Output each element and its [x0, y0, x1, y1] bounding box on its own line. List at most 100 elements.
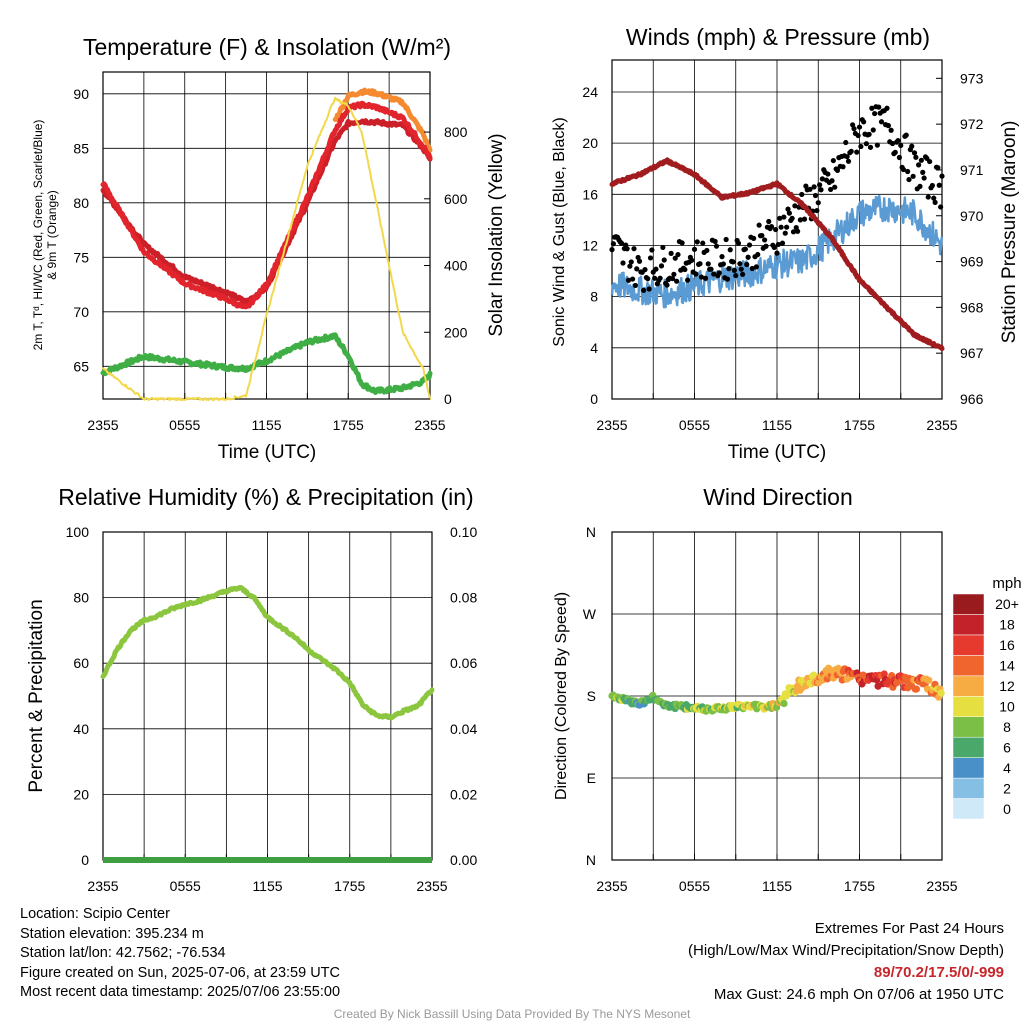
- gust-point: [829, 178, 835, 184]
- gust-point: [906, 176, 912, 183]
- colorbar-swatch-1: [952, 777, 985, 799]
- gust-point: [749, 265, 755, 272]
- rh-y2tick-5: 0.10: [450, 524, 477, 540]
- gust-point: [885, 123, 891, 129]
- dir-ytick-1: E: [587, 770, 596, 786]
- temperature-panel: Temperature (F) & Insolation (W/m²) 65 70…: [31, 34, 507, 463]
- colorbar-label-4: 8: [1003, 719, 1011, 735]
- gust-point: [738, 266, 744, 272]
- colorbar-swatch-7: [952, 655, 985, 677]
- gust-point: [916, 162, 922, 168]
- temp-2m-line: [100, 100, 433, 310]
- wind-y2tick-6: 972: [960, 116, 984, 132]
- gust-point: [716, 270, 722, 276]
- gust-point: [786, 210, 792, 216]
- gust-point: [917, 183, 923, 189]
- rh-ytick-5: 100: [66, 524, 90, 540]
- gust-point: [861, 119, 867, 125]
- dir-xtick-3: 1755: [844, 878, 875, 894]
- gust-point: [909, 143, 915, 149]
- gust-point: [888, 127, 894, 133]
- colorbar-swatch-6: [952, 675, 985, 697]
- gust-point: [869, 105, 875, 111]
- gust-point: [740, 271, 746, 277]
- gust-point: [773, 226, 779, 233]
- gust-point: [900, 166, 907, 173]
- gust-point: [727, 247, 733, 253]
- gust-point: [840, 164, 846, 170]
- gust-point: [830, 157, 836, 164]
- colorbar-label-10: 20+: [995, 596, 1019, 612]
- direction-point: [912, 685, 921, 693]
- recent-timestamp: Most recent data timestamp: 2025/07/06 2…: [20, 984, 341, 1000]
- gust-point: [647, 255, 654, 261]
- rh-ytick-1: 20: [73, 786, 89, 802]
- gust-point: [737, 261, 743, 267]
- wind-ytick-0: 0: [590, 391, 598, 407]
- wind-ylabel: Sonic Wind & Gust (Blue, Black): [551, 117, 568, 346]
- rh-y2tick-4: 0.08: [450, 590, 477, 606]
- gust-point: [832, 184, 838, 190]
- gust-point: [730, 259, 736, 265]
- temp-ytick-4: 85: [73, 140, 89, 156]
- temp-xtick-2: 1155: [251, 417, 281, 433]
- gust-point: [726, 266, 732, 272]
- station-location: Location: Scipio Center: [20, 906, 170, 922]
- gust-point: [801, 216, 808, 222]
- gust-point: [870, 127, 876, 133]
- temp-ytick-5: 90: [73, 86, 89, 102]
- wind-ytick-1: 4: [590, 340, 598, 356]
- gust-point: [636, 258, 643, 264]
- temp-yright-label: Solar Insolation (Yellow): [486, 133, 507, 336]
- wind-y2tick-0: 966: [960, 391, 984, 407]
- gust-point: [609, 247, 615, 253]
- rh-xtick-0: 2355: [87, 878, 118, 894]
- gust-point: [771, 244, 777, 251]
- rh-y2tick-3: 0.06: [450, 655, 477, 671]
- wind-ytick-6: 24: [582, 84, 598, 100]
- gust-point: [889, 140, 896, 147]
- gust-point: [932, 199, 938, 205]
- gust-point: [927, 158, 933, 165]
- gust-point: [768, 224, 775, 230]
- colorbar-swatch-2: [952, 757, 985, 779]
- temp-y2tick-4: 800: [444, 124, 468, 140]
- rh-y2tick-0: 0.00: [450, 852, 477, 868]
- gust-point: [896, 154, 902, 161]
- direction-point: [810, 671, 818, 679]
- gust-point: [814, 207, 820, 214]
- station-elevation: Station elevation: 395.234 m: [20, 925, 204, 942]
- gust-point: [895, 137, 901, 144]
- gust-point: [939, 173, 945, 179]
- gust-point: [779, 240, 786, 246]
- wind-ytick-5: 20: [582, 135, 598, 151]
- extremes-subtitle: (High/Low/Max Wind/Precipitation/Snow De…: [688, 942, 1004, 959]
- gust-point: [713, 243, 720, 249]
- gust-point: [892, 149, 898, 155]
- wind-xtick-3: 1755: [844, 417, 875, 433]
- speed-colorbar: 0 2 4 6 8 10 12 14 16 18 20+: [952, 593, 1019, 820]
- figure-created: Figure created on Sun, 2025-07-06, at 23…: [20, 964, 340, 981]
- gust-point: [610, 241, 616, 247]
- gust-point: [724, 276, 731, 282]
- gust-point: [759, 232, 765, 239]
- gust-point: [746, 242, 753, 248]
- rh-xtick-1: 0555: [170, 878, 201, 894]
- gust-point: [669, 275, 676, 282]
- gust-point: [733, 272, 739, 279]
- temp-axes: 65 70 75 80 85 90 0 200 400 600 800 2355 0555 1155 175…: [73, 86, 467, 433]
- dir-ytick-3: W: [583, 606, 597, 622]
- temp-xtick-0: 2355: [87, 417, 118, 433]
- gust-point: [697, 261, 703, 267]
- gust-point: [762, 237, 768, 243]
- wind-axes: 0 4 8 12 16 20 24 966 967 968 969 970 971 972 973 2355 0…: [582, 70, 983, 433]
- gust-point: [843, 139, 849, 146]
- temp-xtick-3: 1755: [333, 417, 364, 433]
- temp-ytick-1: 70: [73, 304, 89, 320]
- gust-point: [756, 222, 762, 228]
- gust-point: [642, 267, 648, 273]
- rh-xtick-4: 2355: [416, 878, 447, 894]
- gust-point: [755, 251, 761, 258]
